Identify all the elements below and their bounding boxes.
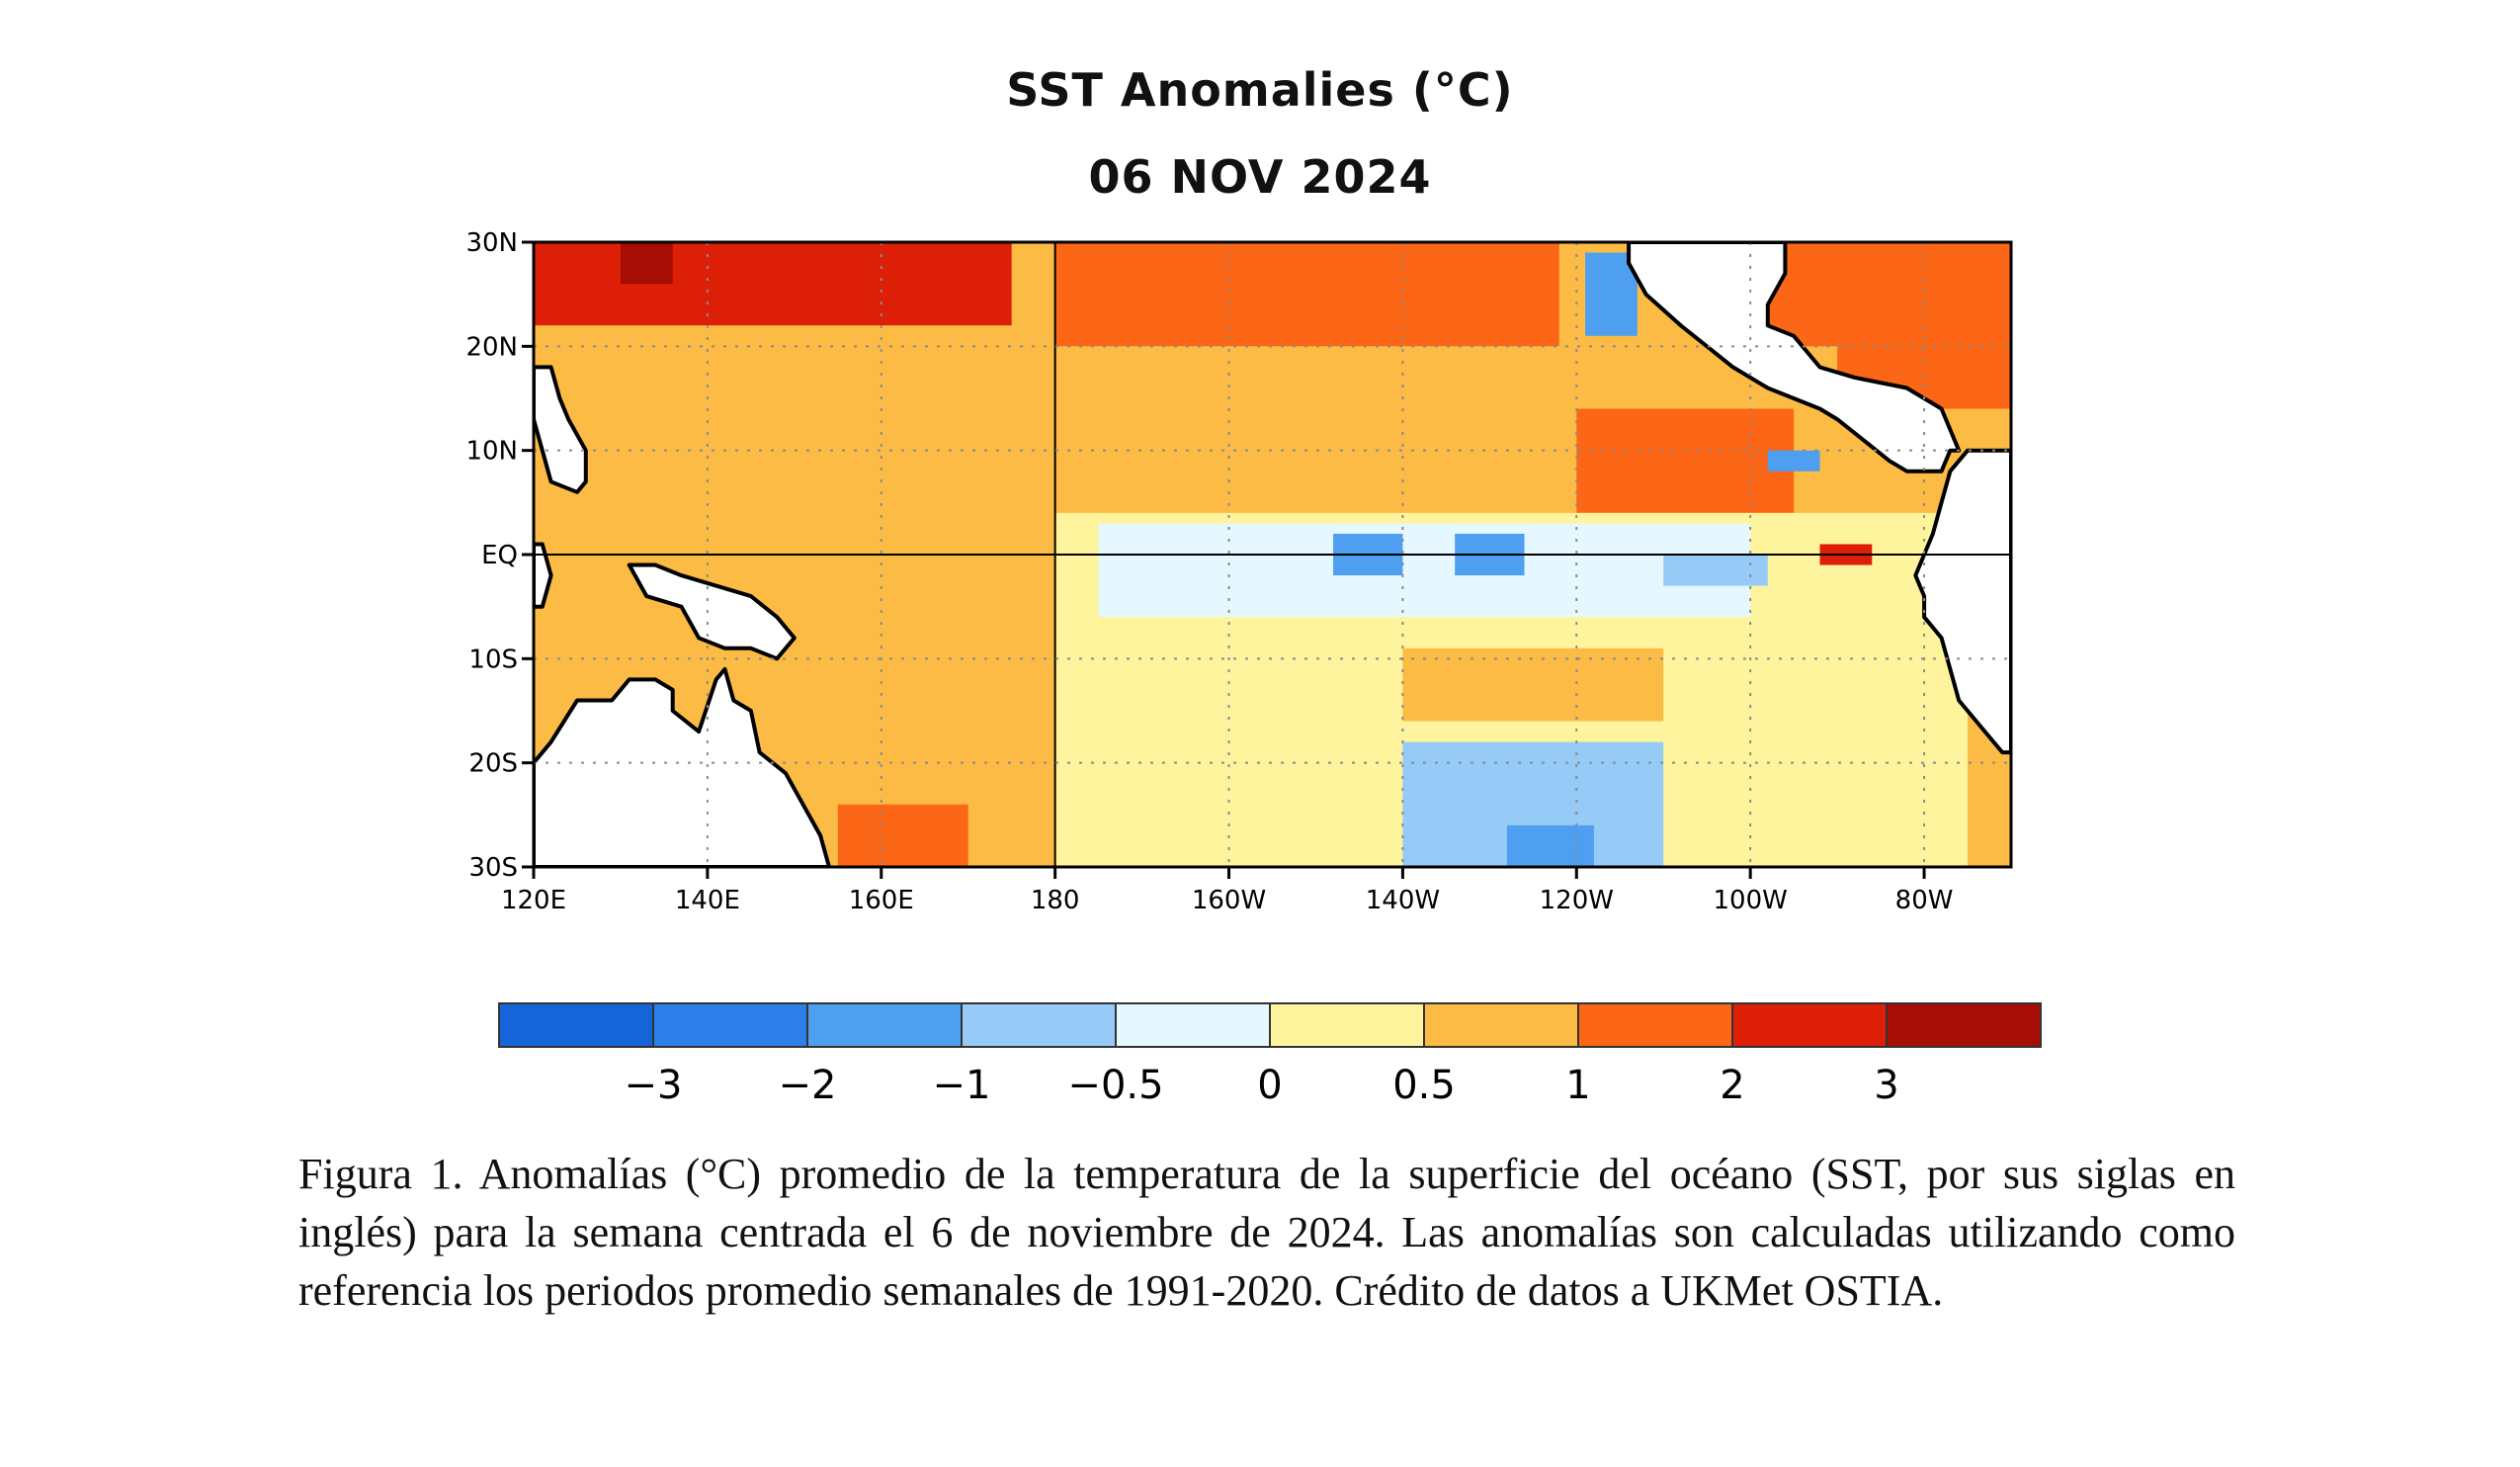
land-new-guinea [627, 562, 797, 661]
colorbar-box-10 [1886, 1002, 2042, 1048]
colorbar: −3 −2 −1 −0.5 0 0.5 1 2 3 [498, 1002, 2042, 1107]
land-sumatra-borneo [534, 542, 553, 609]
anomaly-region-7 [837, 804, 968, 867]
chart-title: SST Anomalies (°C) [1006, 63, 1514, 117]
colorbar-box-4 [961, 1002, 1117, 1048]
anomaly-region-3 [1054, 242, 1559, 347]
land-south-america [1913, 448, 2011, 755]
y-tick-label-1: 30N [465, 228, 518, 258]
colorbar-box-9 [1731, 1002, 1888, 1048]
sst-anomaly-map: 120E 140E 160E 180 160W 140W 120W 100W 80W 30N 20… [465, 228, 2013, 915]
colorbar-label-9: 3 [1874, 1063, 1898, 1107]
anomaly-region-14 [1663, 555, 1768, 586]
colorbar-label-1: −3 [625, 1063, 683, 1107]
y-tick-label-4: EQ [481, 541, 518, 570]
x-tick-label-5: 160W [1192, 886, 1266, 915]
x-tick-label-8: 100W [1714, 886, 1788, 915]
anomaly-region-9 [1576, 408, 1795, 513]
anomaly-region-6 [794, 429, 1055, 867]
y-tick-label-7: 30S [468, 853, 518, 883]
colorbar-box-6 [1269, 1002, 1425, 1048]
land-australia [534, 666, 831, 867]
anomaly-region-18 [1506, 824, 1594, 867]
colorbar-label-3: −1 [933, 1063, 991, 1107]
x-tick-label-9: 80W [1895, 886, 1954, 915]
x-tick-label-3: 160E [849, 886, 914, 915]
colorbar-box-1 [498, 1002, 654, 1048]
anomaly-region-11 [1098, 523, 1751, 618]
y-tick-label-3: 10N [465, 437, 518, 467]
x-tick-label-4: 180 [1031, 886, 1080, 915]
colorbar-label-5: 0 [1257, 1063, 1282, 1107]
x-tick-label-1: 120E [501, 886, 566, 915]
land-philippines [534, 365, 588, 494]
anomaly-region-1 [534, 242, 1012, 326]
figure-caption: Figura 1. Anomalías (°C) promedio de la … [298, 1150, 2235, 1315]
x-tick-label-2: 140E [675, 886, 740, 915]
colorbar-box-2 [652, 1002, 808, 1048]
y-tick-label-5: 10S [468, 645, 518, 674]
x-tick-label-7: 120W [1540, 886, 1614, 915]
y-tick-label-6: 20S [468, 749, 518, 779]
anomaly-region-2 [620, 242, 673, 285]
y-tick-label-2: 20N [465, 332, 518, 362]
x-axis: 120E 140E 160E 180 160W 140W 120W 100W 80W [501, 867, 1953, 915]
colorbar-boxes [498, 1002, 2042, 1048]
y-axis: 30N 20N 10N EQ 10S 20S 30S [465, 228, 534, 883]
anomaly-region-16 [1767, 450, 1820, 472]
colorbar-label-6: 0.5 [1392, 1063, 1456, 1107]
land-north-america [1627, 242, 1962, 474]
colorbar-box-3 [806, 1002, 963, 1048]
colorbar-label-8: 2 [1720, 1063, 1744, 1107]
land-masks [534, 242, 2011, 867]
colorbar-label-7: 1 [1565, 1063, 1590, 1107]
colorbar-box-5 [1115, 1002, 1271, 1048]
colorbar-label-2: −2 [779, 1063, 837, 1107]
colorbar-box-8 [1577, 1002, 1733, 1048]
anomaly-region-20 [1402, 647, 1664, 722]
colorbar-label-4: −0.5 [1067, 1063, 1163, 1107]
gridlines [533, 242, 2011, 867]
colorbar-labels: −3 −2 −1 −0.5 0 0.5 1 2 3 [625, 1063, 1899, 1107]
colorbar-box-7 [1423, 1002, 1579, 1048]
chart-subtitle: 06 NOV 2024 [1088, 150, 1432, 204]
x-tick-label-6: 140W [1366, 886, 1440, 915]
